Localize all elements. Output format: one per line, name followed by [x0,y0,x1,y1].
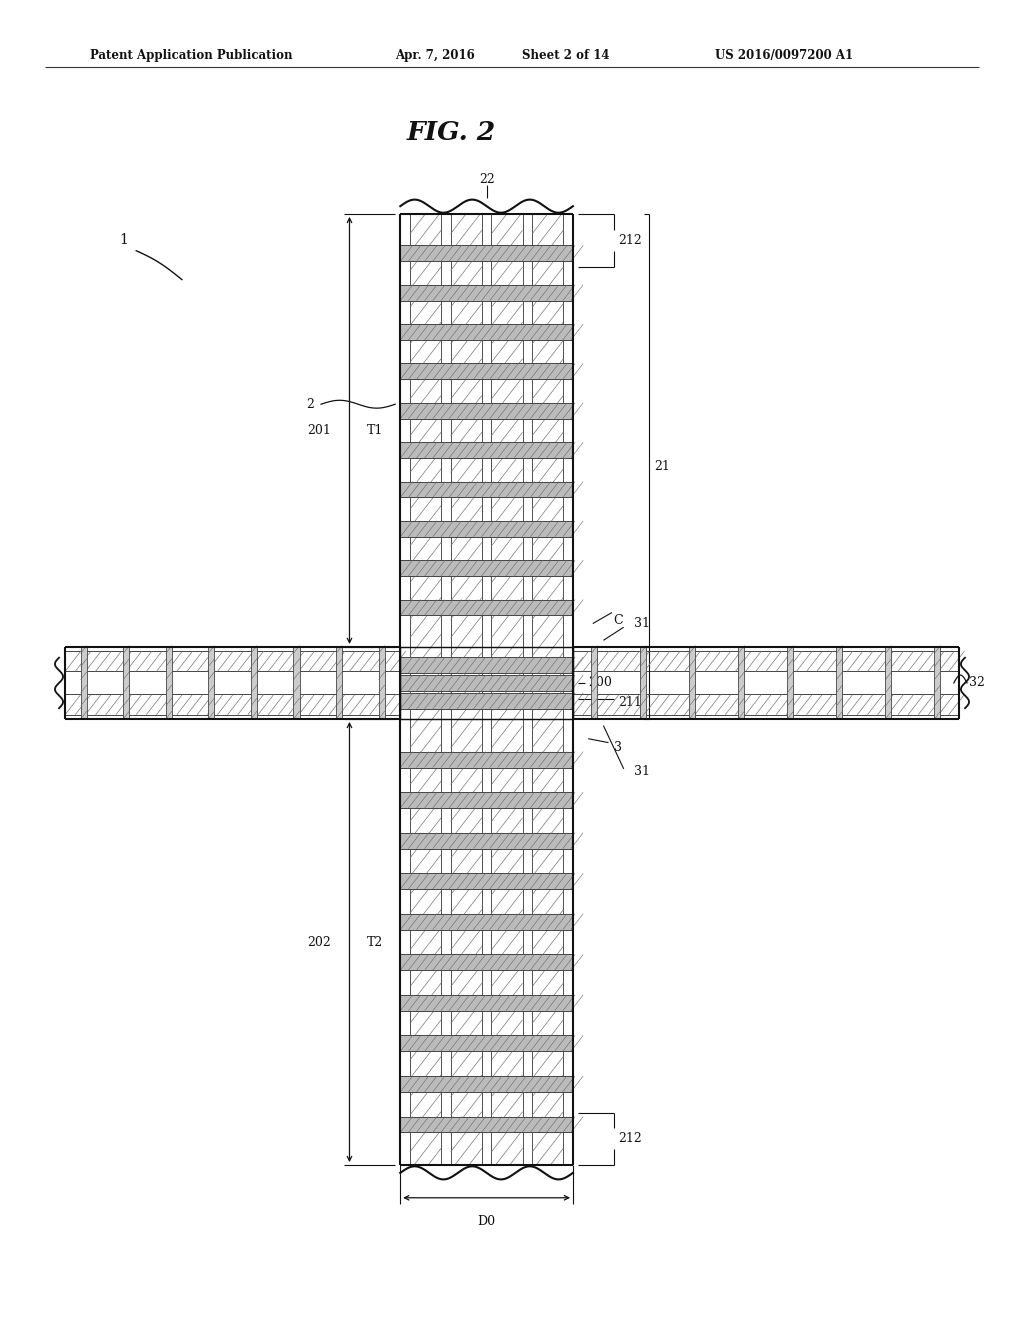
Bar [689,647,695,719]
Bar [400,833,573,849]
Bar [294,647,300,719]
Bar [66,694,400,714]
Bar [66,647,958,719]
Bar [66,651,400,672]
Text: 202: 202 [307,936,331,949]
Bar [400,325,573,341]
Bar [400,285,573,301]
Bar [787,647,794,719]
Bar [410,214,441,1166]
Bar [451,214,481,1166]
Bar [400,1117,573,1133]
Text: C: C [613,614,624,627]
Bar [400,675,573,690]
Text: 2: 2 [306,397,314,411]
Bar [532,214,563,1166]
Text: FIG. 2: FIG. 2 [407,120,496,145]
Text: 201: 201 [307,424,331,437]
Bar [573,694,958,714]
Text: 31: 31 [634,766,650,777]
Bar [400,363,573,379]
Bar [400,693,573,709]
Text: Apr. 7, 2016: Apr. 7, 2016 [395,49,475,62]
Bar [837,647,843,719]
Bar [400,403,573,418]
Bar [573,651,958,672]
Text: US 2016/0097200 A1: US 2016/0097200 A1 [715,49,853,62]
Text: T2: T2 [367,936,383,949]
Bar [935,647,940,719]
Bar [400,521,573,537]
Text: 3: 3 [613,742,622,755]
Bar [123,647,129,719]
Text: Sheet 2 of 14: Sheet 2 of 14 [522,49,609,62]
Bar [400,482,573,498]
Text: 211: 211 [618,696,642,709]
Bar [379,647,385,719]
Text: D0: D0 [477,1214,496,1228]
Bar [400,1035,573,1051]
Text: 212: 212 [618,1133,642,1146]
Bar [400,913,573,929]
Text: 1: 1 [120,234,128,247]
Text: 31: 31 [634,616,650,630]
Text: T1: T1 [367,424,383,437]
Text: 32: 32 [969,676,985,689]
Bar [400,1076,573,1092]
Bar [640,647,646,719]
Text: 22: 22 [479,173,495,186]
Bar [400,560,573,576]
Text: 212: 212 [618,234,642,247]
Bar [400,214,573,1166]
Bar [400,874,573,890]
Bar [591,647,597,719]
Bar [400,954,573,970]
Bar [166,647,172,719]
Bar [400,246,573,261]
Bar [251,647,257,719]
Bar [400,751,573,767]
Bar [208,647,214,719]
Bar [400,657,573,673]
Bar [738,647,744,719]
Bar [336,647,342,719]
Bar [400,442,573,458]
Bar [492,214,522,1166]
Bar [400,995,573,1011]
Bar [400,792,573,808]
Text: 21: 21 [654,461,670,473]
Bar [400,599,573,615]
Text: Patent Application Publication: Patent Application Publication [90,49,293,62]
Text: 200: 200 [588,676,612,689]
Bar [886,647,892,719]
Bar [81,647,87,719]
